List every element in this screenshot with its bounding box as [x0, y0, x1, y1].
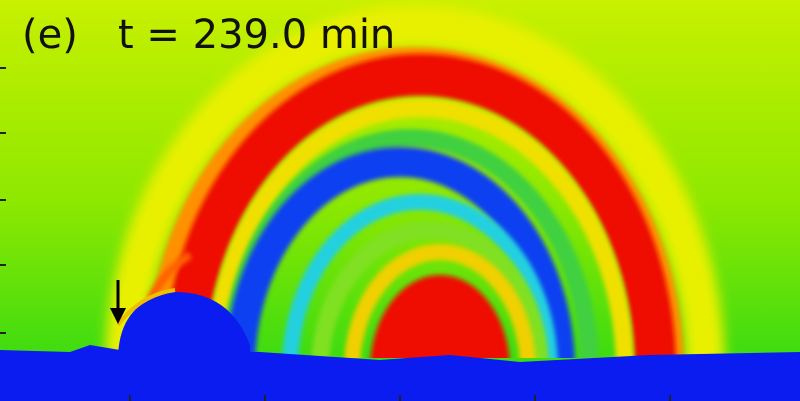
blue-arc [225, 147, 575, 358]
frame-ticks [0, 67, 671, 401]
green-arc [221, 129, 599, 358]
dome-edge [116, 288, 176, 327]
yellow-arc [206, 99, 634, 358]
red-arc [164, 54, 676, 358]
green-inner-arc [311, 221, 549, 358]
arrow [110, 280, 126, 324]
halo-arc [105, 5, 725, 358]
red-core [370, 275, 510, 358]
loop-arcs [105, 5, 725, 358]
cyan-arc [282, 194, 558, 358]
blue-dome [118, 292, 250, 362]
yellow-inner-arc [344, 244, 536, 358]
panel-label: (e) [22, 12, 78, 58]
time-label: t = 239.0 min [118, 12, 395, 58]
